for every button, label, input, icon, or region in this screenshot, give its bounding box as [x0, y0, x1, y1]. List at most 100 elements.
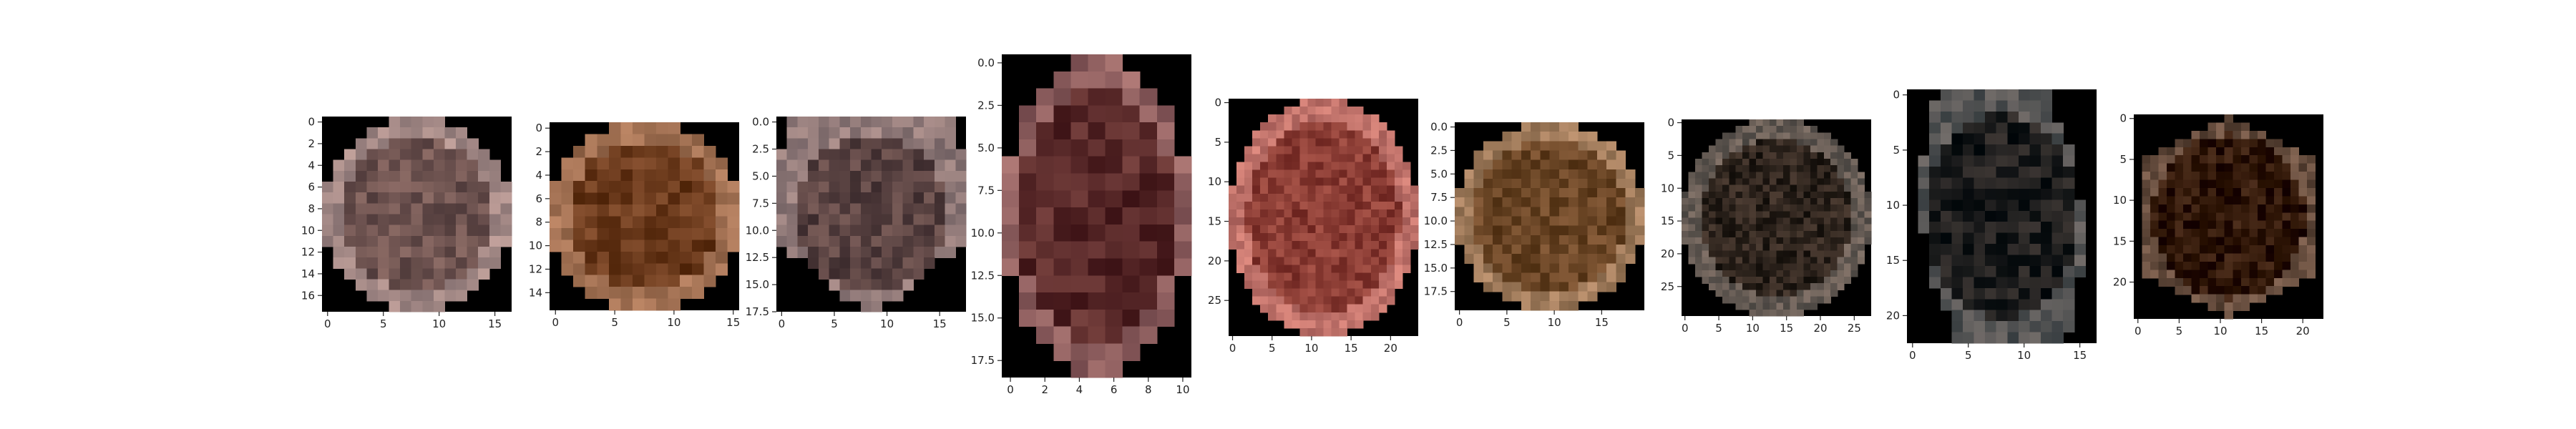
pixel: [860, 159, 872, 172]
pixel: [1782, 302, 1791, 310]
pixel: [2273, 220, 2283, 230]
pixel: [1735, 178, 1743, 186]
pixel: [377, 235, 390, 247]
pixel: [444, 247, 457, 258]
pixel: [1323, 257, 1332, 265]
image-plot-4: 0 2 4 6 8 100.02.55.07.510.012.515.017.5: [971, 54, 1192, 396]
pixel: [1402, 185, 1411, 194]
pixel: [1370, 249, 1380, 257]
pixel: [1688, 191, 1696, 199]
pixel: [344, 192, 356, 204]
pixel: [389, 117, 401, 128]
pixel: [1276, 177, 1284, 187]
pixel: [1782, 217, 1791, 225]
pixel: [945, 247, 956, 258]
pixel: [1568, 300, 1579, 311]
pixel: [2257, 237, 2266, 246]
pixel: [2200, 179, 2209, 189]
pixel: [1722, 204, 1729, 212]
pixel: [860, 300, 872, 312]
pixel: [2167, 147, 2176, 156]
pixel: [2029, 332, 2041, 344]
pixel: [1502, 216, 1513, 227]
pixel: [1782, 250, 1791, 258]
pixel: [1749, 277, 1757, 284]
pixel: [2041, 321, 2053, 333]
pixel: [1776, 290, 1784, 297]
pixel: [1315, 217, 1324, 226]
pixel: [871, 290, 882, 302]
pixel: [644, 145, 657, 158]
pixel: [389, 268, 401, 280]
pixel: [913, 268, 924, 280]
pixel: [1292, 130, 1300, 139]
pixel: [1260, 169, 1269, 179]
pixel: [2200, 172, 2209, 181]
pixel: [1339, 122, 1348, 131]
pixel: [1796, 296, 1804, 304]
pixel: [871, 300, 882, 312]
pixel: [1708, 159, 1716, 166]
pixel: [1323, 320, 1332, 329]
pixel: [1729, 244, 1737, 251]
pixel: [1370, 209, 1380, 218]
pixel: [1742, 191, 1750, 199]
pixel: [1951, 321, 1963, 333]
pixel: [2282, 261, 2291, 270]
pixel: [1483, 178, 1493, 189]
pixel: [2257, 139, 2266, 148]
pixel: [411, 247, 423, 258]
y-tick-label: 10: [1661, 182, 1674, 194]
pixel: [1502, 235, 1513, 245]
pixel: [1756, 191, 1764, 199]
pixel: [561, 216, 574, 229]
pixel: [1260, 130, 1269, 139]
pixel: [1122, 224, 1141, 242]
pixel: [322, 214, 334, 226]
pixel: [456, 279, 468, 291]
pixel: [644, 157, 657, 170]
pixel: [2142, 172, 2151, 181]
pixel: [1307, 272, 1317, 282]
pixel: [913, 149, 924, 161]
pixel: [1105, 139, 1123, 157]
pixel: [1299, 138, 1309, 147]
pixel: [2007, 155, 2019, 167]
pixel: [1951, 265, 1963, 277]
x-tick-label: 0: [1682, 322, 1689, 335]
pixel: [1756, 217, 1764, 225]
pixel: [1796, 283, 1804, 290]
pixel: [2257, 179, 2266, 189]
pixel: [1749, 204, 1757, 212]
pixel: [1810, 250, 1818, 258]
pixel: [1742, 290, 1750, 297]
pixel: [1729, 211, 1737, 219]
pixel: [1776, 250, 1784, 258]
pixel: [839, 159, 851, 172]
pixel: [2207, 245, 2217, 255]
pixel: [1531, 188, 1541, 198]
pixel: [1540, 141, 1551, 152]
pixel: [644, 287, 657, 300]
pixel: [1473, 254, 1484, 264]
pixel: [1292, 312, 1300, 321]
pixel: [882, 203, 893, 215]
pixel: [1708, 184, 1716, 192]
pixel: [1568, 150, 1579, 161]
pixel: [2007, 255, 2019, 267]
pixel: [2051, 287, 2064, 300]
pixel: [1844, 178, 1852, 186]
y-tick-label: 2: [308, 137, 315, 150]
pixel: [411, 117, 423, 128]
pixel: [1331, 99, 1340, 107]
pixel: [1070, 139, 1089, 157]
pixel: [1521, 159, 1531, 170]
pixel: [1634, 216, 1645, 227]
pixel: [2063, 167, 2075, 179]
pixel: [1260, 209, 1269, 218]
pixel: [1502, 263, 1513, 273]
pixel: [2298, 204, 2308, 213]
pixel: [1244, 280, 1253, 290]
pixel: [797, 182, 809, 193]
pixel: [829, 138, 840, 150]
